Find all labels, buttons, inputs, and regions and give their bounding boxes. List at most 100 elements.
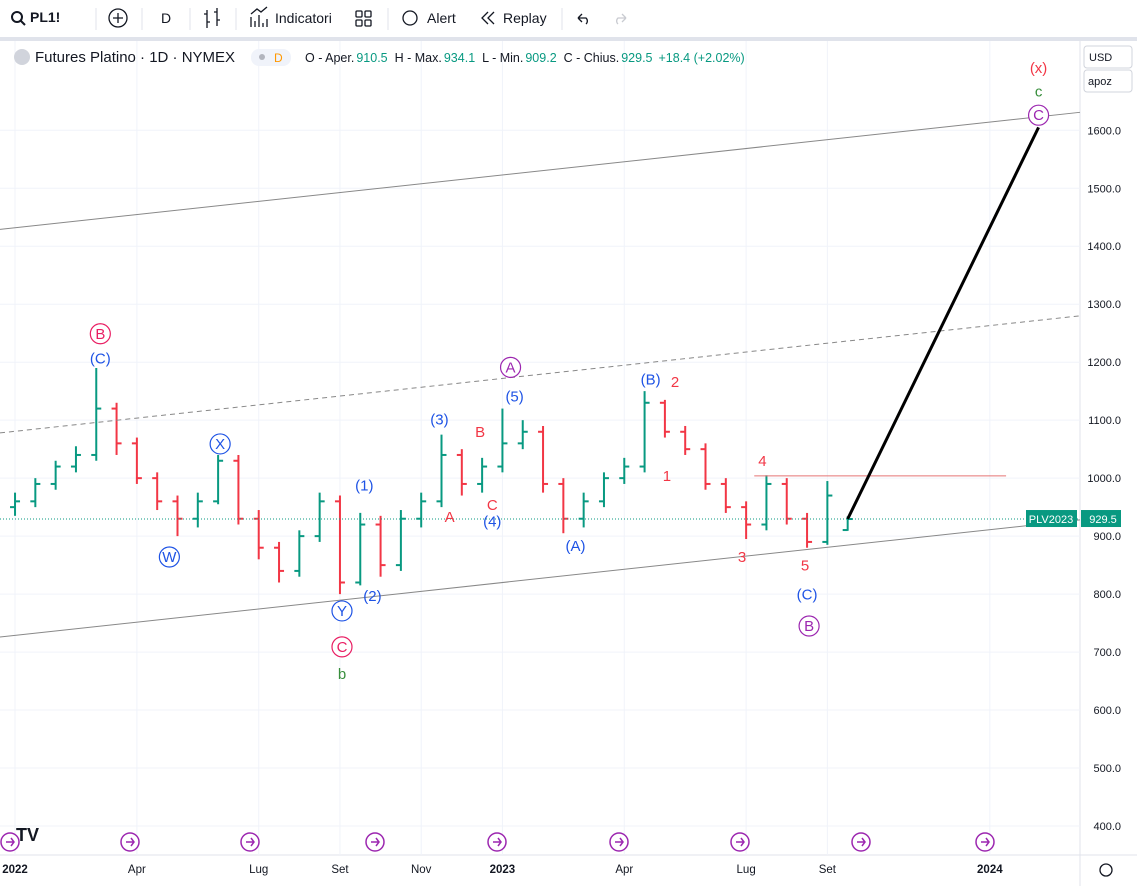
x-tick-label: Set bbox=[819, 864, 837, 876]
search-icon bbox=[20, 20, 26, 26]
ohlc-bar bbox=[619, 457, 630, 484]
ohlc-bar bbox=[30, 478, 41, 508]
y-tick-label: 1400.0 bbox=[1087, 241, 1121, 253]
ohlc-bar bbox=[497, 408, 508, 473]
wave-label: B bbox=[475, 424, 485, 441]
logo: TV bbox=[16, 825, 39, 845]
ohlc-bar bbox=[253, 510, 264, 560]
redo[interactable] bbox=[616, 13, 627, 25]
undo[interactable] bbox=[577, 13, 588, 25]
add-symbol[interactable] bbox=[108, 8, 128, 28]
wave-label: X bbox=[215, 436, 225, 453]
x-tick-label: 2024 bbox=[977, 864, 1003, 876]
wave-label: (5) bbox=[505, 388, 523, 405]
settings[interactable] bbox=[1099, 863, 1113, 877]
ohlc-bar bbox=[152, 472, 163, 511]
interval[interactable]: D bbox=[161, 10, 171, 26]
events-row bbox=[0, 832, 995, 852]
wave-label: C bbox=[337, 639, 348, 656]
wave-label: 5 bbox=[801, 558, 809, 575]
ohlc-bar bbox=[375, 515, 386, 577]
wave-label: 1 bbox=[663, 468, 671, 485]
toolbar: PL1! D Indicatori Alert Replay bbox=[11, 6, 627, 30]
ohlc-bar bbox=[91, 367, 102, 461]
wave-label: A bbox=[445, 509, 455, 526]
y-tick-label: 700.0 bbox=[1093, 647, 1121, 659]
event-icon bbox=[615, 837, 624, 847]
wave-circle bbox=[798, 615, 820, 637]
ohlc-bar bbox=[131, 437, 142, 484]
alert-button[interactable]: Alert bbox=[427, 10, 456, 26]
x-tick-label: 2022 bbox=[2, 864, 28, 876]
indicators-button[interactable]: Indicatori bbox=[275, 10, 332, 26]
trend-line bbox=[846, 126, 1040, 520]
badge: D bbox=[274, 51, 283, 65]
y-tick-label: 900.0 bbox=[1093, 531, 1121, 543]
ohlc-bar bbox=[355, 512, 366, 586]
wave-label: c bbox=[1035, 83, 1043, 100]
layouts-icon[interactable] bbox=[355, 10, 372, 27]
trend-line bbox=[0, 111, 1081, 230]
ohlc-bar bbox=[517, 420, 528, 450]
wave-label: 4 bbox=[758, 453, 766, 470]
wave-label: (x) bbox=[1030, 60, 1048, 77]
wave-label: Y bbox=[337, 603, 347, 620]
last-price-label: 929.5 bbox=[1089, 514, 1117, 526]
scale-mode[interactable]: apoz bbox=[1088, 76, 1112, 88]
toolbar-border bbox=[0, 37, 1137, 41]
wave-label: (A) bbox=[566, 538, 586, 555]
currency-box[interactable] bbox=[1083, 45, 1133, 69]
event-icon bbox=[736, 837, 745, 847]
x-tick-label: Nov bbox=[411, 864, 432, 876]
y-tick-label: 400.0 bbox=[1093, 821, 1121, 833]
ohlc-bar bbox=[172, 495, 183, 537]
plot: (x)cCB(C)XW(1)(2)YCb(3)ABC(4)(5)A(A)(B) 2… bbox=[0, 60, 1081, 683]
ohlc-bar bbox=[720, 478, 731, 513]
ohlc-bar bbox=[294, 530, 305, 577]
ohlc-bar bbox=[639, 391, 650, 473]
currency[interactable]: USD bbox=[1089, 52, 1112, 64]
ohlc-bar bbox=[741, 501, 752, 540]
ohlc-bar bbox=[477, 457, 488, 493]
wave-label: C bbox=[1033, 107, 1044, 124]
legend: Futures Platino · 1D · NYMEX D O - Aper.… bbox=[14, 49, 745, 66]
badge-bg bbox=[251, 49, 291, 66]
y-tick-label: 1600.0 bbox=[1087, 125, 1121, 137]
ohlc-bar bbox=[314, 492, 325, 542]
scale-box[interactable] bbox=[1083, 69, 1133, 93]
search-icon[interactable] bbox=[11, 11, 23, 23]
event-icon bbox=[857, 837, 866, 847]
x-tick-label: Set bbox=[331, 864, 349, 876]
y-tick-label: 800.0 bbox=[1093, 589, 1121, 601]
ohlc-bar bbox=[538, 425, 549, 493]
grid bbox=[0, 41, 1080, 855]
label: L - Min. bbox=[482, 51, 523, 65]
ohlc-bar bbox=[70, 446, 81, 473]
event-icon bbox=[371, 837, 380, 847]
wave-circle bbox=[331, 636, 353, 658]
add-symbol bbox=[113, 13, 123, 23]
wave-label: (3) bbox=[430, 412, 448, 429]
replay-button[interactable]: Replay bbox=[503, 10, 547, 26]
chart-type[interactable] bbox=[204, 8, 220, 28]
symbol[interactable]: PL1! bbox=[30, 9, 60, 25]
x-tick-label: Apr bbox=[128, 864, 146, 876]
value: 929.5 bbox=[621, 51, 652, 65]
x-tick-label: Lug bbox=[737, 864, 756, 876]
y-tick-label: 500.0 bbox=[1093, 763, 1121, 775]
ohlc-bar bbox=[598, 472, 609, 508]
ohlc-bar bbox=[50, 460, 61, 490]
event-icon bbox=[981, 837, 990, 847]
y-tick-label: 1300.0 bbox=[1087, 299, 1121, 311]
change: +18.4 (+2.02%) bbox=[659, 51, 745, 65]
label: C - Chius. bbox=[564, 51, 620, 65]
event-icon bbox=[493, 837, 502, 847]
y-tick-label: 1500.0 bbox=[1087, 183, 1121, 195]
price-tag-bg bbox=[1081, 510, 1121, 528]
label: O - Aper. bbox=[305, 51, 354, 65]
wave-label: (4) bbox=[483, 514, 501, 531]
price-tag-bg bbox=[1026, 510, 1077, 528]
